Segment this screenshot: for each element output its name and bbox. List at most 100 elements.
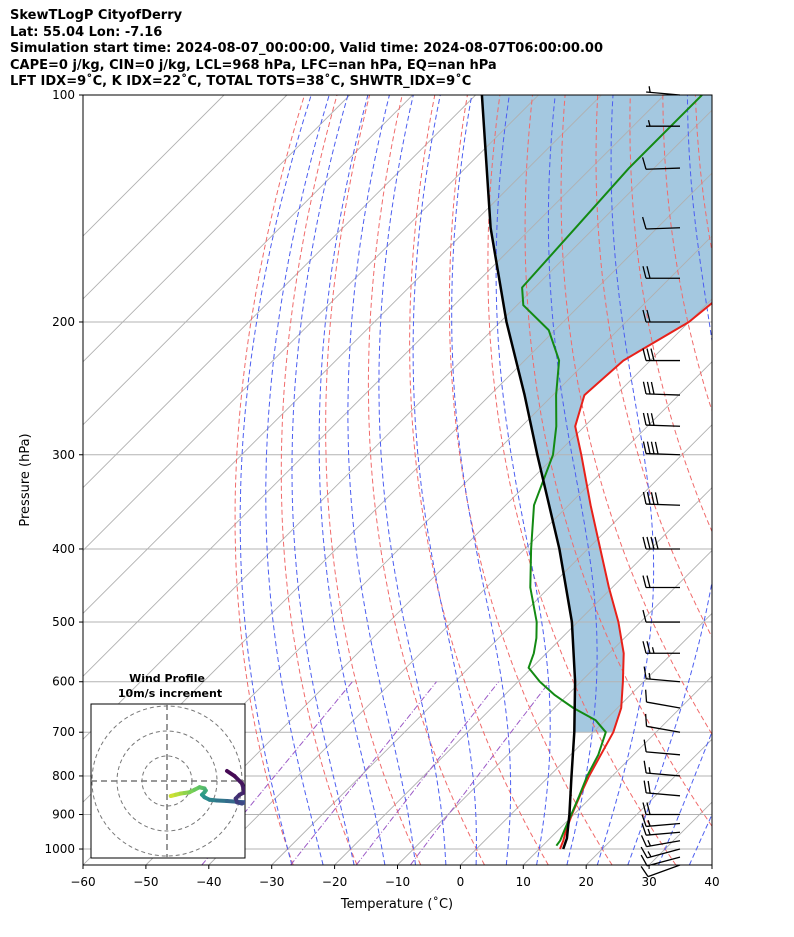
barb-full (641, 814, 647, 827)
barb-full (642, 802, 647, 815)
barb-shaft (645, 167, 681, 170)
isotherm-line (208, 361, 712, 865)
barb-full (646, 491, 651, 505)
x-tick-label: 20 (579, 875, 594, 889)
x-tick-label: 40 (704, 875, 719, 889)
chart-header: SkewTLogP CityofDerry Lat: 55.04 Lon: -7… (10, 8, 603, 91)
wind-barb (644, 713, 681, 733)
y-tick-label: 800 (52, 769, 75, 783)
barb-full (641, 216, 647, 230)
wind-barb (641, 814, 681, 828)
barb-shaft (647, 864, 681, 878)
wind-barb (643, 739, 681, 756)
isotherm-line (397, 549, 712, 865)
barb-full (650, 441, 655, 454)
wind-barb (641, 216, 681, 230)
barb-full (650, 536, 655, 550)
barb-half (648, 672, 651, 680)
barb-shaft (645, 424, 681, 427)
barb-half (647, 851, 652, 858)
wind-barb (642, 412, 681, 427)
x-tick-label: −50 (133, 875, 158, 889)
x-tick-label: 10 (516, 875, 531, 889)
dry-adiabat-line (662, 95, 712, 413)
barb-full (643, 666, 647, 679)
barb-full (642, 641, 647, 654)
dry-adiabat-line (280, 95, 358, 865)
wind-barb (642, 536, 680, 550)
moist-adiabat-line (451, 95, 512, 865)
barb-shaft (646, 856, 681, 867)
barb-shaft (646, 792, 681, 797)
isotherm-line (83, 95, 414, 426)
dry-adiabat-line (448, 95, 613, 865)
hodograph-title: Wind Profile (129, 672, 205, 685)
barb-full (640, 854, 648, 867)
chart-title: SkewTLogP CityofDerry (10, 8, 183, 23)
moist-adiabat-line (495, 95, 551, 865)
dry-adiabat-line (694, 95, 712, 254)
barb-full (643, 780, 647, 793)
wind-barb (642, 802, 680, 816)
moist-adiabat-line (378, 95, 447, 865)
barb-full (646, 641, 651, 654)
x-tick-label: 30 (641, 875, 656, 889)
wind-barb (640, 854, 681, 867)
barb-full (642, 575, 647, 588)
wind-barb (646, 86, 681, 96)
barb-full (642, 609, 647, 623)
isotherm-line (83, 95, 539, 552)
barb-full (642, 491, 647, 505)
barb-full (642, 536, 647, 550)
x-tick-label: −30 (259, 875, 284, 889)
barb-half (648, 86, 651, 93)
moist-adiabat-line (412, 95, 477, 865)
wind-barb (641, 157, 681, 170)
wind-barb (640, 835, 681, 848)
barb-full (641, 823, 647, 836)
dry-adiabat-line (367, 95, 485, 865)
y-tick-label: 500 (52, 615, 75, 629)
isotherm-line (522, 675, 712, 865)
barb-half (651, 647, 655, 654)
barb-full (640, 846, 648, 859)
isotherm-line (83, 95, 665, 677)
y-tick-label: 400 (52, 542, 75, 556)
barb-full (642, 266, 647, 279)
time-line: Simulation start time: 2024-08-07_00:00:… (10, 41, 603, 56)
isotherm-line (271, 424, 712, 865)
wind-barb (640, 864, 681, 878)
wind-barb (642, 491, 681, 506)
y-tick-label: 1000 (44, 842, 75, 856)
dewpoint-line (521, 95, 703, 847)
barb-full (641, 157, 647, 170)
barb-full (646, 348, 651, 361)
barb-full (646, 309, 651, 323)
mixing-ratio-line (409, 681, 550, 865)
wind-barb (642, 609, 680, 623)
wind-barb (643, 780, 681, 797)
moist-adiabat-line (265, 95, 330, 865)
x-tick-label: −40 (196, 875, 221, 889)
barb-full (654, 492, 659, 505)
barb-shaft (645, 227, 681, 230)
wind-barb (642, 641, 680, 654)
wind-barb (643, 666, 681, 683)
hodograph-subtitle: 10m/s increment (118, 687, 222, 700)
y-tick-label: 200 (52, 315, 75, 329)
x-axis-label: Temperature (˚C) (340, 896, 453, 912)
barb-half (647, 828, 651, 836)
x-tick-label: −10 (385, 875, 410, 889)
barb-full (647, 780, 651, 794)
cape-cin-shading (481, 95, 712, 733)
barb-shaft (646, 772, 681, 777)
wind-barb (642, 309, 680, 323)
barb-shaft (646, 848, 681, 859)
barb-full (646, 802, 651, 815)
wind-barb (642, 441, 681, 456)
wind-barb (642, 575, 680, 589)
dry-adiabat-line (629, 95, 712, 533)
x-tick-label: 0 (457, 875, 465, 889)
wind-barb (642, 348, 680, 362)
x-tick-label: −20 (322, 875, 347, 889)
